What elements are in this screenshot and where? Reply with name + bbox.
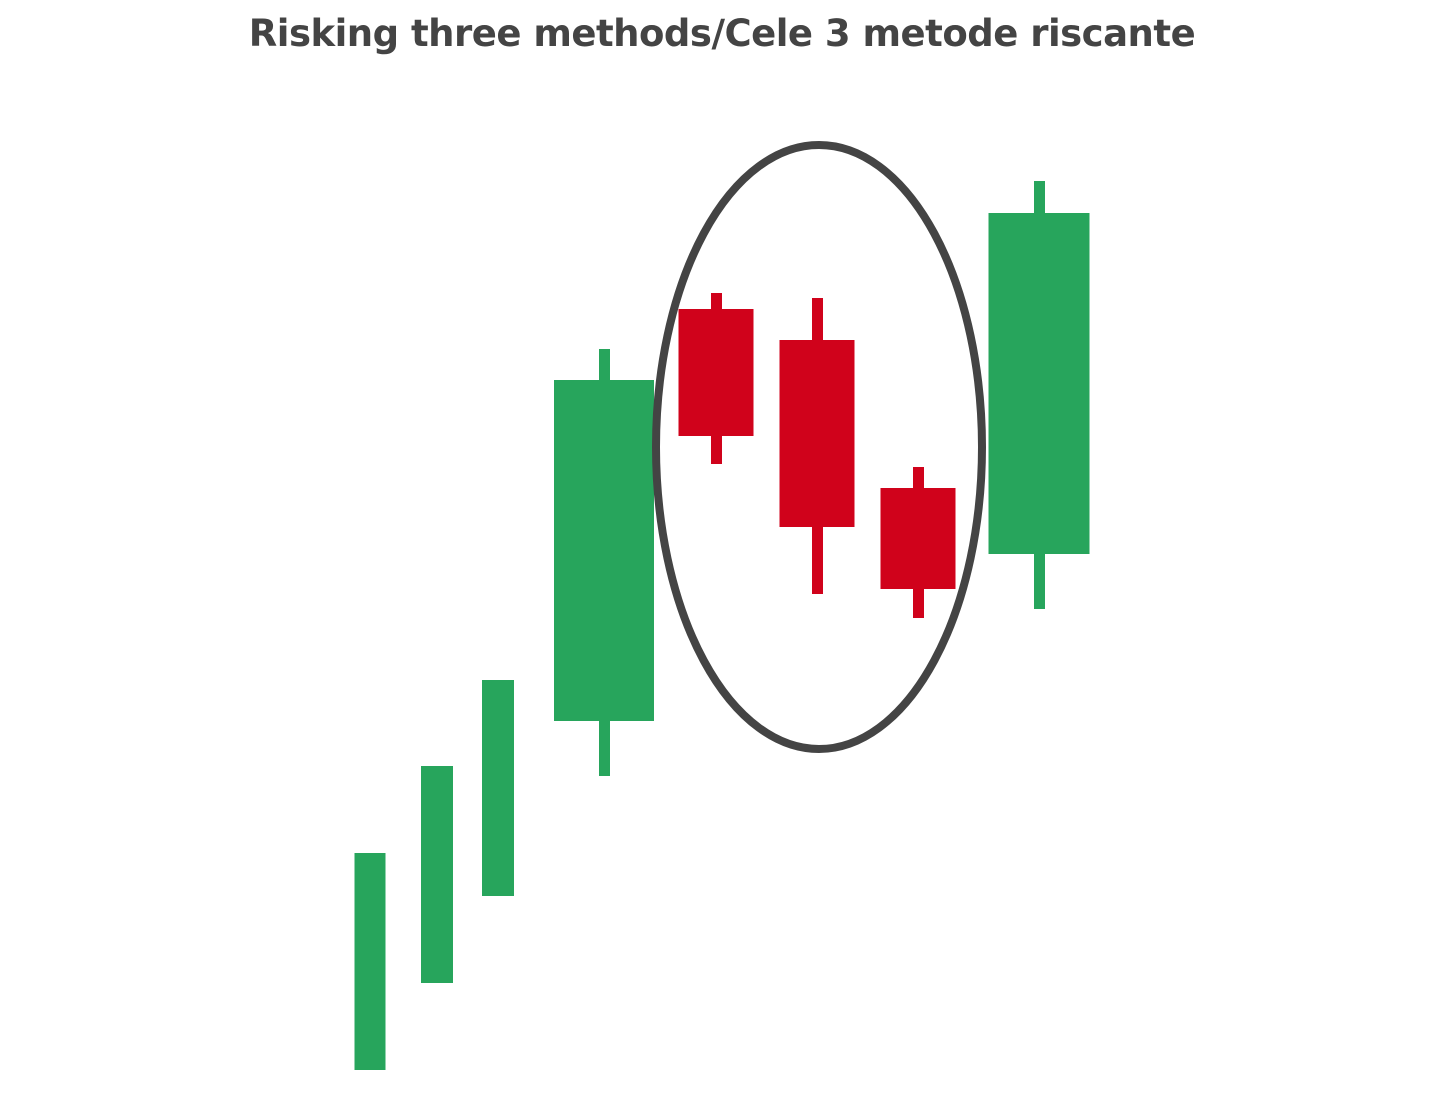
bullish-candle-1 xyxy=(354,853,386,1070)
bearish-candle-6 xyxy=(779,340,855,527)
bullish-candle-2 xyxy=(421,766,453,983)
bullish-candle-4 xyxy=(554,380,654,721)
bullish-candle-3 xyxy=(482,680,514,896)
bullish-candle-8 xyxy=(988,213,1090,554)
bearish-candle-7 xyxy=(880,488,956,589)
highlight-ellipse xyxy=(652,141,986,753)
bearish-candle-5 xyxy=(678,309,754,436)
chart-title: Risking three methods/Cele 3 metode risc… xyxy=(248,12,1196,55)
